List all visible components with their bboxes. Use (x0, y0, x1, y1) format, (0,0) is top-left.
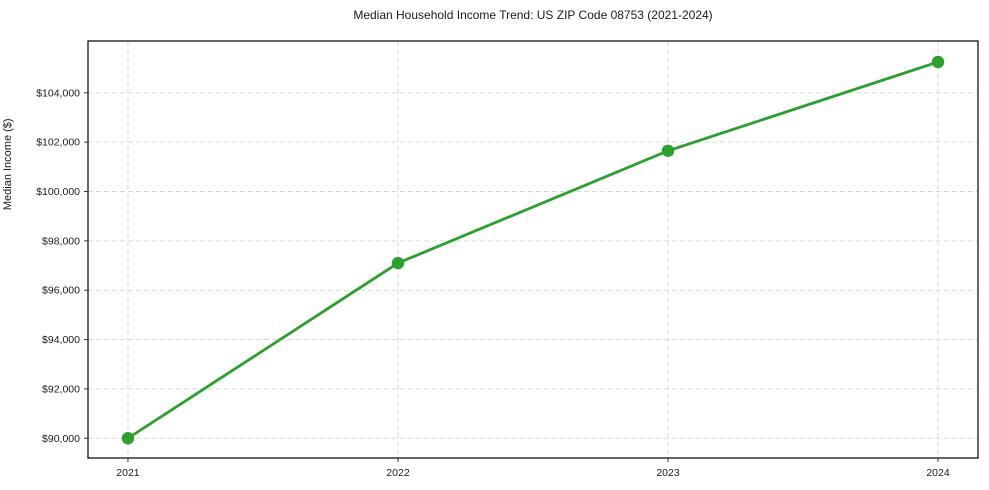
data-point (931, 55, 945, 69)
y-tick-label: $92,000 (42, 383, 80, 395)
y-tick-label: $90,000 (42, 433, 80, 445)
y-tick-label: $94,000 (42, 334, 80, 346)
y-axis-label: Median Income ($) (2, 118, 14, 211)
trend-line (126, 60, 940, 440)
x-tick-label: 2021 (116, 467, 140, 479)
x-tick-label: 2023 (656, 467, 680, 479)
y-tick-label: $104,000 (36, 87, 80, 99)
data-point (661, 144, 675, 158)
x-tick-label: 2024 (926, 467, 950, 479)
plot-border (87, 40, 979, 459)
x-tick-label: 2022 (386, 467, 410, 479)
chart-title: Median Household Income Trend: US ZIP Co… (353, 8, 713, 22)
y-tick-label: $98,000 (42, 235, 80, 247)
y-tick-label: $96,000 (42, 285, 80, 297)
data-point (121, 432, 135, 445)
y-tick-label: $100,000 (36, 186, 80, 198)
y-tick-label: $102,000 (36, 137, 80, 149)
data-point (391, 256, 405, 270)
